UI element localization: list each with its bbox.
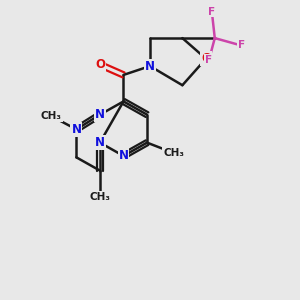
Text: CH₃: CH₃ <box>89 192 110 202</box>
Text: CH₃: CH₃ <box>41 111 62 121</box>
Text: N: N <box>118 149 128 162</box>
Text: O: O <box>95 58 105 71</box>
Text: F: F <box>208 7 215 16</box>
Text: N: N <box>145 60 155 73</box>
Text: O: O <box>201 52 211 65</box>
Text: F: F <box>205 55 212 65</box>
Text: F: F <box>238 40 245 50</box>
Text: N: N <box>95 108 105 121</box>
Text: CH₃: CH₃ <box>163 148 184 158</box>
Text: N: N <box>71 123 81 136</box>
Text: N: N <box>95 136 105 149</box>
